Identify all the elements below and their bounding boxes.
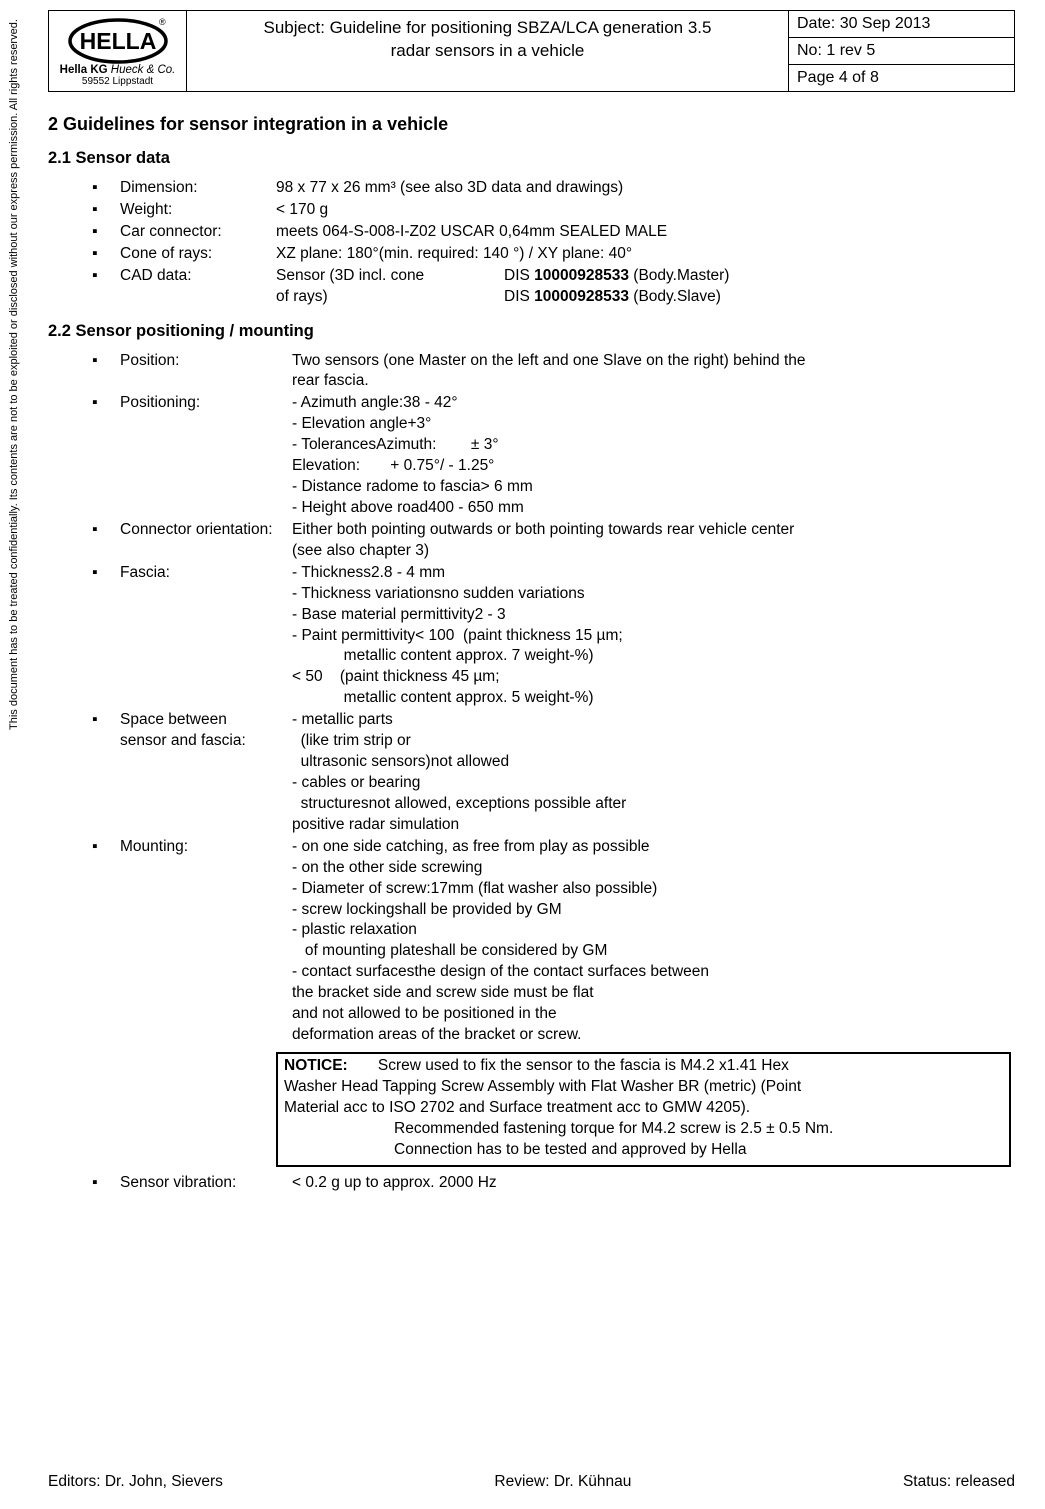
subject-cell: Subject: Guideline for positioning SBZA/… [187, 11, 788, 91]
logo-cell: HELLA ® Hella KG Hueck & Co. 59552 Lipps… [49, 11, 187, 91]
vibration-item: ▪Sensor vibration:< 0.2 g up to approx. … [92, 1173, 1015, 1194]
subsection-heading: 2.1 Sensor data [48, 149, 1015, 168]
footer-editors: Editors: Dr. John, Sievers [48, 1473, 223, 1491]
notice-box: NOTICE: Screw used to fix the sensor to … [276, 1052, 1011, 1167]
header-date: Date: 30 Sep 2013 [788, 11, 1014, 38]
svg-text:®: ® [159, 18, 166, 27]
document-footer: Editors: Dr. John, Sievers Review: Dr. K… [48, 1473, 1015, 1491]
header-page: Page 4 of 8 [788, 65, 1014, 91]
subsection-heading: 2.2 Sensor positioning / mounting [48, 322, 1015, 341]
svg-text:HELLA: HELLA [79, 28, 156, 54]
header-no: No: 1 rev 5 [788, 38, 1014, 65]
hella-logo-icon: HELLA ® [68, 18, 168, 64]
company-address: 59552 Lippstadt [82, 76, 153, 87]
footer-status: Status: released [903, 1473, 1015, 1491]
positioning-list: ▪Position: Two sensors (one Master on th… [92, 351, 1015, 1046]
confidentiality-note: This document has to be treated confiden… [8, 19, 20, 730]
company-name: Hella KG Hueck & Co. [60, 64, 176, 76]
section-heading: 2 Guidelines for sensor integration in a… [48, 114, 1015, 135]
footer-review: Review: Dr. Kühnau [494, 1473, 631, 1491]
sensor-data-list: ▪Dimension:98 x 77 x 26 mm³ (see also 3D… [92, 178, 1015, 308]
document-header: HELLA ® Hella KG Hueck & Co. 59552 Lipps… [48, 10, 1015, 92]
